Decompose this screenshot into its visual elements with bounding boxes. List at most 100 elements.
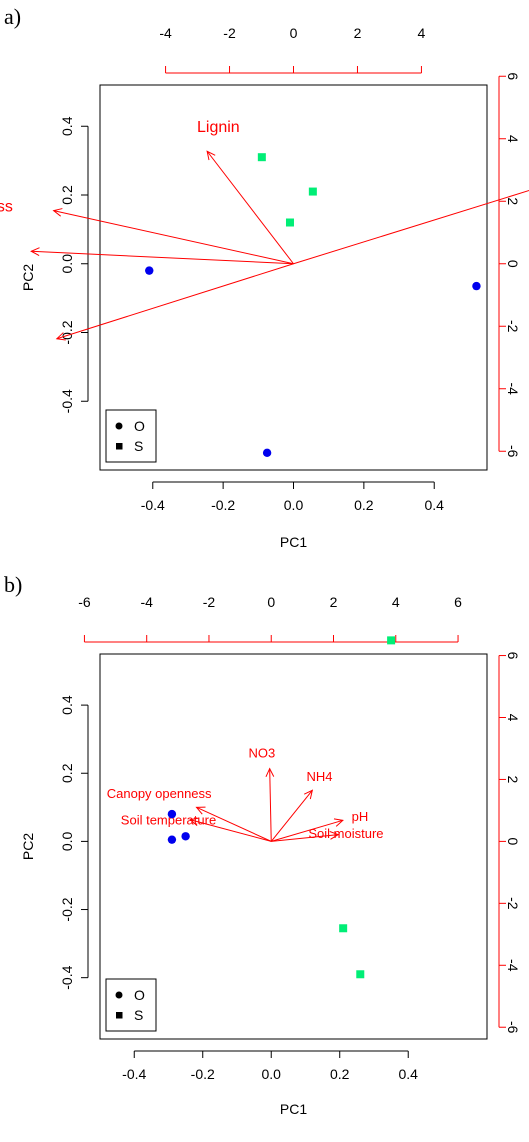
y-tick-label: -0.4 xyxy=(59,389,75,413)
x-tick-label: -0.4 xyxy=(122,1066,146,1082)
loading-arrow xyxy=(31,250,294,265)
point-O xyxy=(167,835,177,844)
point-S xyxy=(308,187,317,196)
x-tick-label: 0.0 xyxy=(262,1066,282,1082)
x-tick-label: -0.4 xyxy=(141,497,165,513)
point-S xyxy=(356,970,365,979)
right-axis-tick-label: 4 xyxy=(505,135,521,143)
loading-arrow xyxy=(190,819,272,842)
top-axis-tick-label: 2 xyxy=(330,594,338,610)
legend-label: S xyxy=(134,1007,143,1023)
point-S xyxy=(339,924,348,933)
loading-arrow xyxy=(56,263,294,340)
x-tick-label: 0.4 xyxy=(424,497,444,513)
right-axis-tick-label: 6 xyxy=(505,72,521,80)
y-tick-label: 0.0 xyxy=(59,254,75,274)
y-tick-label: 0.4 xyxy=(59,695,75,715)
y-axis-title: PC2 xyxy=(20,833,36,860)
biplot-panel-a: -0.4 -0.2 0.0 0.2 0.4 PC1 -0.4 -0.2 0.0 0.2 0.4 PC2… xyxy=(0,25,529,550)
right-axis-tick-label: -2 xyxy=(505,320,521,333)
x-tick-label: 0.2 xyxy=(330,1066,350,1082)
loading-label: Canopy openness xyxy=(107,786,212,801)
y-tick-label: -0.2 xyxy=(59,320,75,344)
loading-label: NH4 xyxy=(306,769,332,784)
top-axis-tick-label: 4 xyxy=(418,25,426,41)
y-axis-title: PC2 xyxy=(20,264,36,291)
right-axis-tick-label: 2 xyxy=(505,197,521,205)
y-tick-label: 0.0 xyxy=(59,831,75,851)
point-O xyxy=(181,832,190,841)
x-tick-label: -0.2 xyxy=(191,1066,215,1082)
top-axis-tick-label: -6 xyxy=(78,594,91,610)
right-axis-tick-label: 0 xyxy=(505,260,521,268)
point-S xyxy=(257,153,266,162)
loading-arrow xyxy=(206,150,294,265)
right-axis-tick-label: -6 xyxy=(505,445,521,458)
loading-arrowhead xyxy=(30,247,40,256)
loading-arrow xyxy=(53,210,294,265)
x-tick-label: 0.0 xyxy=(284,497,304,513)
loading-arrowhead xyxy=(329,831,340,840)
top-axis-tick-label: 4 xyxy=(392,594,400,610)
top-axis-tick-label: -4 xyxy=(140,594,153,610)
top-axis-tick-label: 2 xyxy=(354,25,362,41)
y-tick-label: 0.2 xyxy=(59,763,75,783)
right-axis-tick-label: 4 xyxy=(505,714,521,722)
legend-marker-square xyxy=(116,443,123,450)
top-axis-tick-label: 0 xyxy=(267,594,275,610)
loading-arrowhead xyxy=(206,150,216,161)
loading-arrowhead xyxy=(55,332,66,341)
point-O xyxy=(472,281,481,291)
biplot-panel-b: -0.4 -0.2 0.0 0.2 0.4 PC1 -0.4 -0.2 0.0 0.2 0.4 PC2… xyxy=(20,594,521,1117)
loading-arrowhead xyxy=(333,818,344,827)
y-tick-label: 0.2 xyxy=(59,185,75,205)
legend-label: O xyxy=(134,987,145,1003)
right-axis-tick-label: 6 xyxy=(505,652,521,660)
plot-frame xyxy=(99,84,488,471)
loading-label: Thickness xyxy=(0,199,13,216)
loading-arrow xyxy=(269,768,272,842)
legend-label: O xyxy=(134,418,145,434)
loading-arrowhead xyxy=(189,817,200,826)
loading-arrowhead xyxy=(265,767,275,777)
top-axis-tick-label: 0 xyxy=(290,25,298,41)
y-tick-label: -0.2 xyxy=(59,897,75,921)
loading-arrow xyxy=(196,806,272,842)
right-axis-tick-label: 2 xyxy=(505,776,521,784)
top-axis-tick-label: -4 xyxy=(159,25,172,41)
top-axis-tick-label: -2 xyxy=(223,25,236,41)
top-axis-tick-label: -2 xyxy=(203,594,216,610)
top-axis-tick-label: 6 xyxy=(454,594,462,610)
x-axis-title: PC1 xyxy=(280,534,307,550)
x-axis-title: PC1 xyxy=(280,1101,307,1117)
loading-arrow xyxy=(271,834,339,842)
loading-arrowhead xyxy=(303,789,314,800)
right-axis-tick-label: 0 xyxy=(505,837,521,845)
panel-label-a: a) xyxy=(4,4,22,29)
x-tick-label: 0.2 xyxy=(354,497,374,513)
right-axis-tick-label: -4 xyxy=(505,959,521,972)
legend-box xyxy=(105,409,157,463)
legend-marker-circle xyxy=(115,422,123,430)
right-axis-tick-label: -4 xyxy=(505,383,521,396)
panel-label-b: b) xyxy=(4,572,23,597)
loading-arrow xyxy=(293,190,529,265)
loading-label: pH xyxy=(352,809,369,824)
point-O xyxy=(262,448,272,458)
loading-label: Soil moisture xyxy=(308,826,383,841)
point-O xyxy=(167,809,177,819)
point-S xyxy=(285,218,294,227)
loading-arrow xyxy=(270,789,313,842)
loading-label: NO3 xyxy=(249,746,276,761)
point-S xyxy=(387,636,396,645)
plot-frame xyxy=(99,653,488,1040)
legend-label: S xyxy=(134,438,143,454)
y-tick-label: -0.4 xyxy=(59,965,75,989)
legend-marker-circle xyxy=(115,991,123,999)
loading-label: Lignin xyxy=(197,119,240,136)
loading-arrow xyxy=(271,819,343,842)
right-axis-tick-label: -2 xyxy=(505,897,521,910)
legend-marker-square xyxy=(116,1012,123,1019)
legend-box xyxy=(105,978,157,1032)
